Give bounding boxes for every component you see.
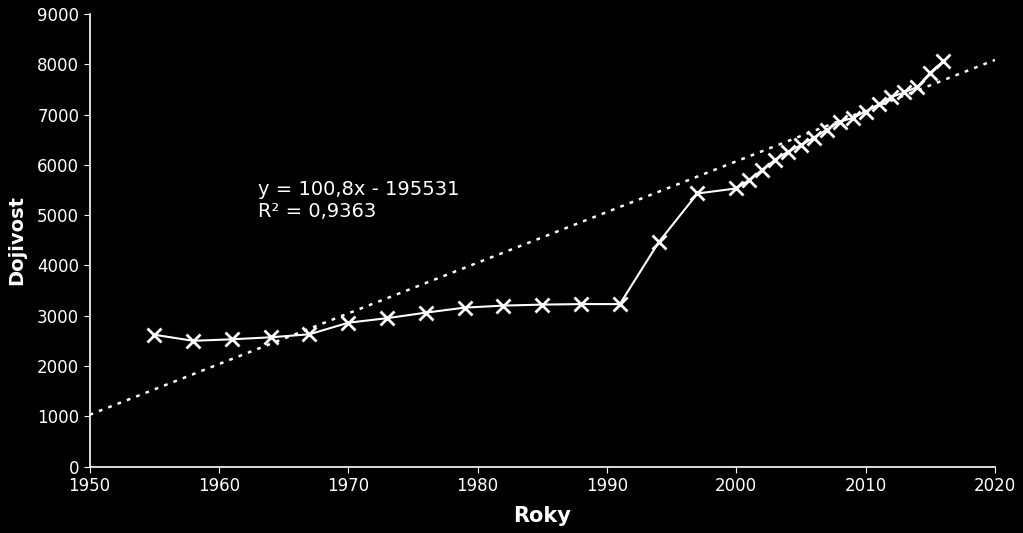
Text: y = 100,8x - 195531
R² = 0,9363: y = 100,8x - 195531 R² = 0,9363 (258, 180, 459, 221)
Y-axis label: Dojivost: Dojivost (7, 195, 26, 285)
X-axis label: Roky: Roky (514, 506, 571, 526)
